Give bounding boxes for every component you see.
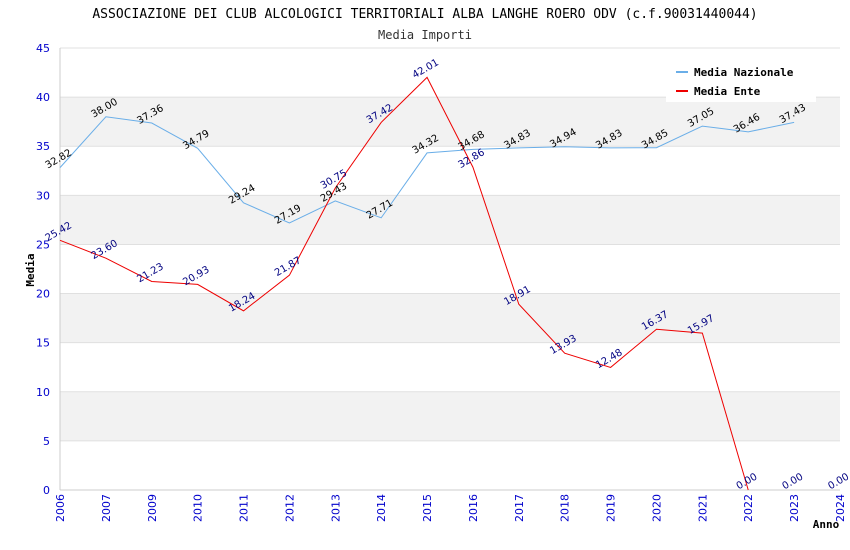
grid-band [60, 440, 840, 490]
grid-band [60, 146, 840, 196]
y-tick-label: 35 [36, 140, 50, 153]
x-tick-label: 2015 [421, 494, 434, 522]
legend: Media Nazionale Media Ente [666, 60, 816, 102]
y-tick-label: 25 [36, 238, 50, 251]
y-tick-labels: 0 5 10 15 20 25 30 35 40 45 [36, 42, 50, 497]
x-tick-label: 2013 [329, 494, 342, 522]
grid-band [60, 195, 840, 245]
x-tick-label: 2016 [467, 494, 480, 522]
grid-band [60, 391, 840, 441]
x-tick-label: 2020 [650, 494, 663, 522]
y-tick-label: 20 [36, 288, 50, 301]
x-axis-label: Anno [813, 518, 840, 531]
x-tick-label: 2011 [238, 494, 251, 522]
legend-box [666, 60, 816, 102]
y-axis-label: Media [24, 253, 37, 286]
x-tick-label: 2007 [100, 494, 113, 522]
y-tick-label: 45 [36, 42, 50, 55]
chart-title: ASSOCIAZIONE DEI CLUB ALCOLOGICI TERRITO… [92, 7, 757, 22]
y-tick-label: 5 [43, 435, 50, 448]
grid-band [60, 293, 840, 343]
y-tick-label: 40 [36, 91, 50, 104]
x-tick-label: 2021 [696, 494, 709, 522]
y-tick-label: 10 [36, 386, 50, 399]
x-tick-label: 2017 [513, 494, 526, 522]
grid-bands [60, 48, 840, 490]
x-tick-label: 2009 [146, 494, 159, 522]
series-lines [59, 76, 795, 491]
series-line-media-ente [59, 76, 749, 491]
y-tick-label: 30 [36, 189, 50, 202]
x-tick-label: 2010 [192, 494, 205, 522]
x-tick-label: 2014 [375, 494, 388, 522]
x-tick-label: 2012 [283, 494, 296, 522]
y-tick-label: 0 [43, 484, 50, 497]
grid-band [60, 342, 840, 392]
series-line-media-nazionale [59, 116, 795, 224]
chart-subtitle: Media Importi [378, 28, 472, 42]
x-tick-label: 2024 [834, 494, 847, 522]
gridlines [60, 47, 840, 491]
legend-label: Media Nazionale [694, 66, 794, 79]
x-tick-label: 2018 [559, 494, 572, 522]
grid-band [60, 244, 840, 294]
axes [59, 48, 840, 491]
x-tick-label: 2023 [788, 494, 801, 522]
x-tick-labels: 2006 2007 2009 2010 2011 2012 2013 2014 2015 2016… [54, 494, 847, 522]
x-tick-label: 2019 [605, 494, 618, 522]
y-tick-label: 15 [36, 337, 50, 350]
x-tick-label: 2022 [742, 494, 755, 522]
x-tick-label: 2006 [54, 494, 67, 522]
legend-label: Media Ente [694, 85, 761, 98]
